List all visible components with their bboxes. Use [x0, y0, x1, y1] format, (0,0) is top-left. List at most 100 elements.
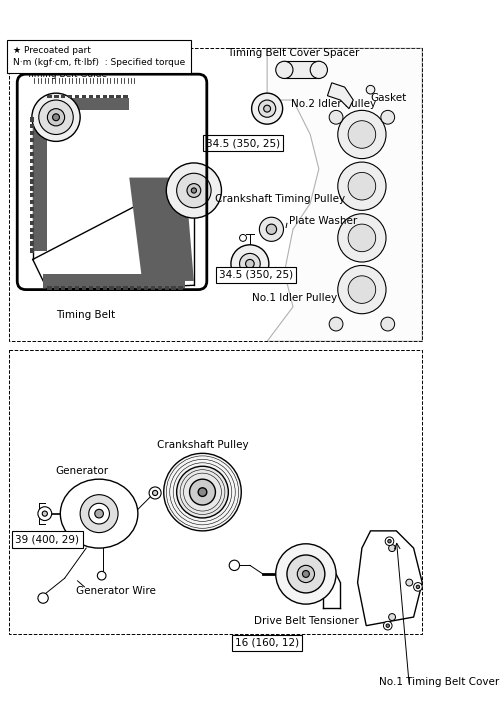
Bar	[89, 95, 93, 99]
Bar	[30, 159, 34, 163]
Circle shape	[348, 172, 375, 200]
Bar	[47, 95, 52, 99]
Text: Drive Belt Tensioner: Drive Belt Tensioner	[254, 616, 358, 626]
Bar	[123, 95, 128, 99]
Circle shape	[381, 317, 395, 331]
Text: Generator: Generator	[55, 466, 108, 476]
Bar	[30, 172, 34, 177]
Circle shape	[164, 453, 241, 531]
Circle shape	[389, 545, 396, 551]
Bar	[116, 286, 120, 290]
Bar	[30, 179, 34, 183]
Text: Gasket: Gasket	[370, 94, 407, 104]
Bar	[30, 166, 34, 170]
Bar	[9, 49, 422, 341]
Circle shape	[385, 537, 394, 545]
Text: 39 (400, 29): 39 (400, 29)	[16, 535, 80, 545]
Circle shape	[42, 511, 47, 516]
Circle shape	[176, 174, 211, 208]
Circle shape	[329, 317, 343, 331]
Circle shape	[338, 213, 386, 262]
Circle shape	[348, 224, 375, 251]
Circle shape	[39, 100, 73, 134]
Bar	[9, 350, 422, 634]
Circle shape	[187, 183, 201, 197]
Circle shape	[276, 544, 336, 604]
Circle shape	[239, 234, 246, 241]
Circle shape	[414, 583, 422, 591]
Text: Crankshaft Pulley: Crankshaft Pulley	[157, 440, 248, 450]
Circle shape	[149, 487, 161, 499]
Bar	[30, 248, 34, 253]
Circle shape	[406, 579, 413, 586]
Circle shape	[80, 495, 118, 533]
Circle shape	[348, 121, 375, 149]
Bar	[30, 200, 34, 204]
Circle shape	[416, 585, 420, 588]
Circle shape	[229, 560, 239, 570]
Bar	[151, 286, 155, 290]
Bar	[30, 152, 34, 156]
Text: ★ Precoated part: ★ Precoated part	[13, 46, 91, 54]
Circle shape	[338, 266, 386, 313]
FancyBboxPatch shape	[7, 40, 192, 74]
Text: Timing Belt Cover Spacer: Timing Belt Cover Spacer	[227, 48, 359, 58]
Circle shape	[153, 491, 158, 496]
Bar	[30, 138, 34, 142]
Circle shape	[348, 276, 375, 303]
Text: 34.5 (350, 25): 34.5 (350, 25)	[206, 138, 280, 148]
Bar	[30, 145, 34, 149]
Bar	[30, 228, 34, 232]
Bar	[102, 95, 107, 99]
Circle shape	[52, 114, 59, 121]
Polygon shape	[358, 531, 422, 625]
Bar	[30, 221, 34, 225]
Bar	[30, 241, 34, 246]
Bar	[123, 286, 128, 290]
Bar	[178, 286, 182, 290]
Bar	[130, 286, 135, 290]
Circle shape	[97, 571, 106, 580]
Polygon shape	[267, 49, 422, 341]
Bar	[30, 186, 34, 191]
Bar	[30, 117, 34, 121]
Bar	[43, 99, 129, 111]
Text: No.1 Idler Pulley: No.1 Idler Pulley	[251, 293, 337, 303]
Bar	[165, 286, 169, 290]
Circle shape	[192, 188, 197, 193]
Bar	[284, 61, 319, 79]
Circle shape	[38, 593, 48, 603]
Bar	[144, 286, 148, 290]
Text: No.1 Timing Belt Cover: No.1 Timing Belt Cover	[379, 677, 499, 687]
Circle shape	[260, 217, 283, 241]
Bar	[96, 95, 100, 99]
Text: (Crankshaft Angle Sensor Plate): (Crankshaft Angle Sensor Plate)	[17, 59, 162, 69]
Bar	[43, 274, 185, 288]
Circle shape	[231, 245, 269, 283]
Bar	[158, 286, 162, 290]
Text: Plate Washer: Plate Washer	[289, 216, 357, 226]
Circle shape	[384, 621, 392, 630]
Bar	[109, 95, 114, 99]
Text: 34.5 (350, 25): 34.5 (350, 25)	[219, 270, 293, 280]
Circle shape	[264, 105, 271, 112]
Text: No.2 Idler Pulley: No.2 Idler Pulley	[291, 99, 376, 109]
Circle shape	[329, 111, 343, 124]
Circle shape	[389, 613, 396, 620]
Bar	[30, 207, 34, 211]
Text: Crankshaft Timing Pulley: Crankshaft Timing Pulley	[215, 194, 346, 204]
Bar	[54, 95, 58, 99]
Bar	[30, 193, 34, 197]
Circle shape	[338, 162, 386, 211]
Circle shape	[297, 565, 314, 583]
Bar	[30, 131, 34, 136]
Bar	[30, 234, 34, 238]
Bar	[75, 95, 79, 99]
Circle shape	[287, 555, 325, 593]
Circle shape	[276, 61, 293, 79]
Bar	[30, 124, 34, 129]
Text: Timing Belt Guide: Timing Belt Guide	[26, 70, 107, 79]
Text: 16 (160, 12): 16 (160, 12)	[235, 638, 299, 648]
Circle shape	[176, 466, 228, 518]
Polygon shape	[129, 178, 194, 281]
